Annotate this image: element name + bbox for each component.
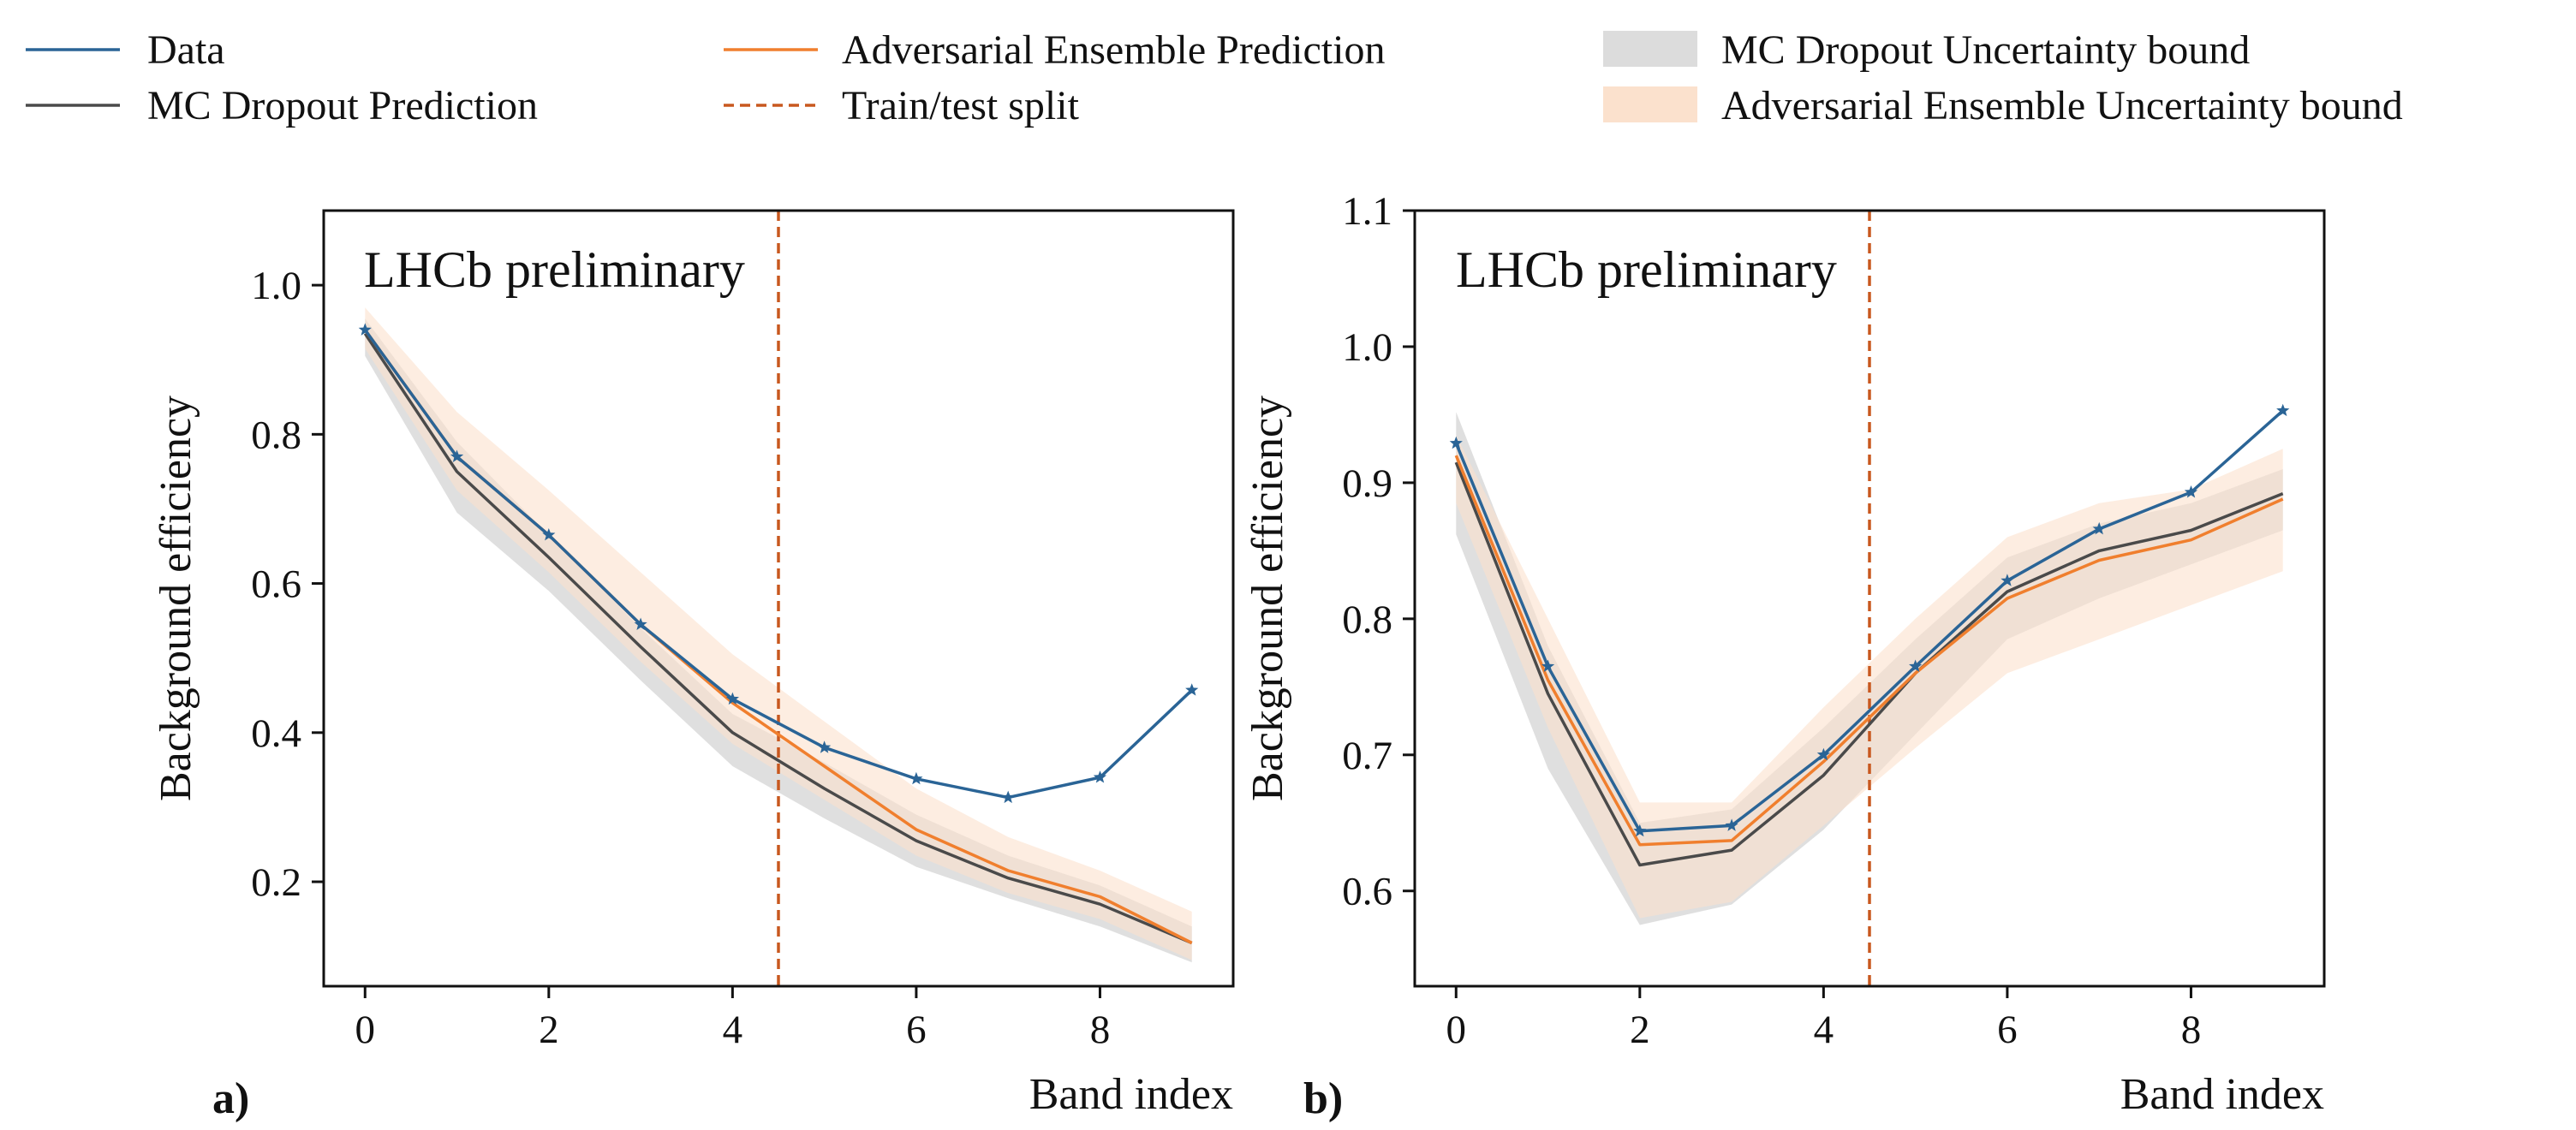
data-point-marker bbox=[818, 740, 832, 753]
legend-label: MC Dropout Uncertainty bound bbox=[1721, 27, 2250, 73]
x-tick-label: 6 bbox=[1997, 1008, 2018, 1052]
legend-label: MC Dropout Prediction bbox=[147, 83, 538, 128]
legend-item-adv_band: Adversarial Ensemble Uncertainty bound bbox=[1603, 83, 2403, 128]
x-tick-label: 4 bbox=[1814, 1008, 1834, 1052]
data-point-marker bbox=[1816, 747, 1830, 761]
adversarial-ensemble-prediction-line bbox=[1454, 455, 2284, 847]
legend-item-adv_pred: Adversarial Ensemble Prediction bbox=[724, 27, 1385, 73]
legend-swatch bbox=[1603, 31, 1697, 67]
y-tick-label: 1.0 bbox=[1342, 325, 1392, 370]
data-point-marker bbox=[909, 771, 923, 785]
legend-item-mc_band: MC Dropout Uncertainty bound bbox=[1603, 27, 2250, 73]
panel-a: 0 2 4 6 8 0.2 0.4 0.6 0.8 1.0 LHCb preliminary Band… bbox=[152, 209, 1235, 1123]
data-point-marker bbox=[2001, 574, 2014, 586]
legend-swatch bbox=[1603, 86, 1697, 122]
data-point-marker bbox=[2184, 485, 2198, 498]
lhcb-preliminary-annotation: LHCb preliminary bbox=[364, 241, 745, 298]
legend-item-mc_pred: MC Dropout Prediction bbox=[26, 83, 538, 128]
x-tick-label: 6 bbox=[906, 1008, 927, 1052]
panel-b: 0 2 4 6 8 0.6 0.7 0.8 0.9 1.0 1.1 LHCb preliminary B… bbox=[1243, 189, 2326, 1123]
legend-label: Adversarial Ensemble Prediction bbox=[842, 27, 1385, 73]
lhcb-preliminary-annotation: LHCb preliminary bbox=[1456, 241, 1837, 298]
legend-label: Data bbox=[147, 27, 225, 73]
y-tick-label: 0.8 bbox=[251, 413, 301, 457]
legend: Data MC Dropout Prediction Adversarial Ens… bbox=[26, 27, 2403, 128]
data-point-marker bbox=[725, 692, 739, 705]
data-point-marker bbox=[1449, 436, 1463, 449]
data-point-marker bbox=[2092, 521, 2106, 535]
y-tick-label: 0.8 bbox=[1342, 598, 1392, 642]
legend-item-data: Data bbox=[26, 27, 225, 73]
y-tick-label: 0.6 bbox=[251, 562, 301, 607]
data-point-marker bbox=[450, 449, 464, 462]
panel-label: a) bbox=[212, 1074, 249, 1123]
mc-dropout-prediction-line bbox=[363, 332, 1193, 945]
data-point-marker bbox=[1001, 790, 1015, 804]
data-point-marker bbox=[542, 528, 556, 541]
x-tick-label: 0 bbox=[355, 1008, 376, 1052]
plot-area bbox=[1449, 211, 2290, 986]
x-tick-label: 2 bbox=[539, 1008, 559, 1052]
data-point-marker bbox=[1725, 818, 1738, 831]
y-tick-label: 0.6 bbox=[1342, 870, 1392, 914]
y-axis-label: Background efficiency bbox=[1243, 396, 1292, 801]
x-tick-label: 8 bbox=[2181, 1008, 2202, 1052]
axes-frame bbox=[322, 209, 1235, 988]
y-tick-label: 0.7 bbox=[1342, 734, 1392, 778]
axes-frame bbox=[1413, 209, 2326, 988]
legend-label: Adversarial Ensemble Uncertainty bound bbox=[1721, 83, 2403, 128]
y-tick-label: 1.0 bbox=[251, 264, 301, 308]
data-point-marker bbox=[1541, 659, 1555, 672]
adversarial-ensemble-uncertainty-band bbox=[365, 307, 1192, 960]
legend-label: Train/test split bbox=[842, 83, 1080, 128]
x-axis-label: Band index bbox=[1029, 1070, 1233, 1119]
data-point-marker bbox=[358, 323, 372, 336]
data-point-marker bbox=[634, 617, 647, 630]
x-axis-label: Band index bbox=[2120, 1070, 2324, 1119]
x-tick-label: 8 bbox=[1090, 1008, 1111, 1052]
x-tick-label: 4 bbox=[723, 1008, 743, 1052]
plot-area bbox=[358, 211, 1199, 986]
data-point-marker bbox=[1909, 659, 1923, 672]
y-tick-label: 0.4 bbox=[251, 711, 301, 756]
data-series-line bbox=[363, 329, 1193, 800]
data-series-line bbox=[1454, 409, 2284, 833]
panel-label: b) bbox=[1303, 1074, 1343, 1123]
data-point-marker bbox=[1093, 770, 1107, 783]
x-tick-label: 2 bbox=[1630, 1008, 1650, 1052]
data-point-marker bbox=[1185, 683, 1199, 696]
data-point-marker bbox=[1633, 824, 1647, 837]
y-tick-label: 0.2 bbox=[251, 860, 301, 905]
adversarial-ensemble-uncertainty-band bbox=[1456, 435, 2283, 919]
y-axis-label: Background efficiency bbox=[152, 396, 200, 801]
x-tick-label: 0 bbox=[1446, 1008, 1467, 1052]
y-tick-label: 1.1 bbox=[1342, 189, 1392, 234]
legend-item-split: Train/test split bbox=[724, 83, 1080, 128]
y-tick-label: 0.9 bbox=[1342, 461, 1392, 506]
data-point-marker bbox=[2276, 403, 2290, 417]
mc-dropout-prediction-line bbox=[1454, 461, 2284, 867]
